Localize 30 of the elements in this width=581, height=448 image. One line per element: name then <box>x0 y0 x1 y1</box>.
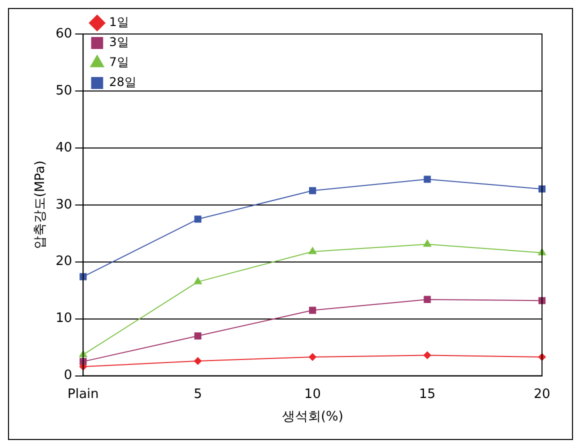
x-tick-label: Plain <box>68 386 99 402</box>
legend-label: 3일 <box>109 35 129 50</box>
y-tick-label: 20 <box>56 254 72 270</box>
point <box>424 176 431 183</box>
x-tick-label: 5 <box>194 386 202 402</box>
legend-label: 1일 <box>109 15 129 30</box>
point <box>423 351 432 360</box>
point <box>308 353 317 361</box>
point <box>194 216 202 223</box>
x-tick-label: 20 <box>534 386 550 402</box>
y-axis-title: 압축강도(MPa) <box>33 160 48 250</box>
y-tick-label: 50 <box>56 83 72 98</box>
y-tick-label: 0 <box>64 368 72 384</box>
point <box>309 306 316 314</box>
point <box>309 187 316 194</box>
legend-label: 28일 <box>109 75 136 90</box>
point <box>194 332 202 340</box>
point <box>422 239 432 247</box>
legend-label: 7일 <box>109 55 129 70</box>
y-tick-label: 30 <box>56 197 72 212</box>
y-tick-label: 40 <box>56 140 72 156</box>
x-axis-title: 생석회(%) <box>282 410 344 425</box>
y-tick-label: 10 <box>56 311 72 326</box>
y-tick-label: 60 <box>56 26 72 42</box>
x-tick-label: 15 <box>419 386 436 402</box>
point <box>424 296 431 303</box>
point <box>308 246 317 254</box>
x-tick-label: 10 <box>304 386 321 402</box>
point <box>194 276 202 284</box>
point <box>194 356 202 365</box>
